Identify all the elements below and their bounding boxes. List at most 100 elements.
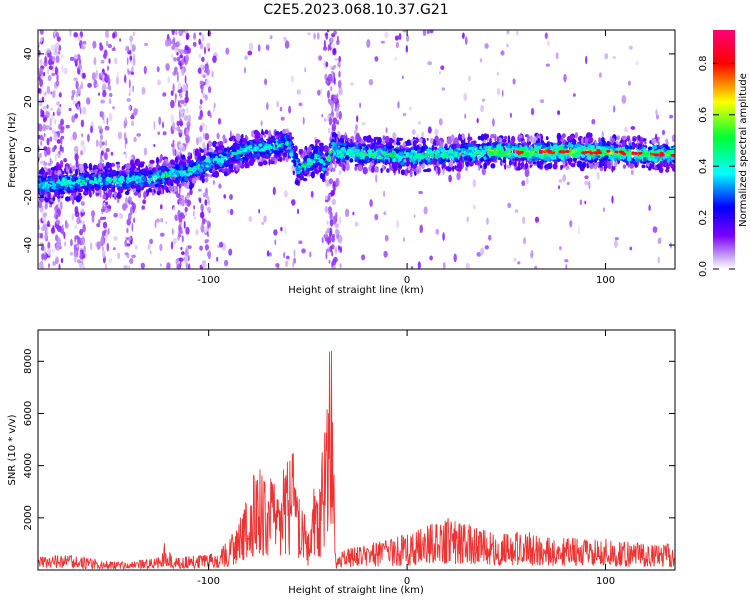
spectrogram-pixel: [60, 136, 63, 145]
spectrogram-pixel: [568, 135, 573, 140]
spectrogram-pixel: [55, 244, 60, 251]
spectrogram-pixel: [210, 174, 213, 178]
spectrogram-pixel: [594, 158, 599, 161]
spectrogram-pixel: [198, 136, 203, 143]
spectrogram-pixel: [573, 93, 576, 97]
spectrogram-pixel: [62, 146, 64, 153]
spectrogram-pixel: [472, 179, 476, 188]
spectrogram-pixel: [179, 99, 185, 105]
spectrogram-pixel: [126, 218, 131, 226]
spectrogram-pixel: [223, 194, 226, 199]
spectrogram-pixel: [328, 206, 332, 213]
spectrogram-pixel: [126, 227, 129, 234]
spectrogram-pixel: [468, 75, 471, 82]
spectrogram-pixel: [310, 190, 314, 198]
spectrogram-pixel: [193, 32, 197, 40]
spectrogram-pixel: [105, 232, 108, 241]
spectrogram-pixel: [111, 182, 115, 185]
spectrogram-pixel: [202, 132, 205, 139]
spectrogram-pixel: [201, 85, 204, 94]
spectrogram-pixel: [124, 143, 127, 149]
spectrogram-pixel: [73, 32, 78, 38]
spectrogram-pixel: [463, 93, 468, 101]
spectrogram-pixel: [274, 239, 277, 246]
spectrogram-pixel: [532, 161, 537, 165]
spectrogram-pixel: [340, 245, 342, 254]
spectrogram-pixel: [172, 42, 178, 47]
spectrogram-pixel: [112, 32, 116, 39]
spectrogram-pixel: [207, 86, 212, 94]
spectrogram-pixel: [621, 95, 627, 104]
spectrogram-pixel: [285, 155, 289, 163]
spectrogram-pixel: [402, 30, 407, 33]
spectrogram-pixel: [149, 238, 154, 245]
spectrogram-pixel: [409, 157, 414, 162]
spectrogram-pixel: [77, 187, 81, 193]
spectrogram-pixel: [178, 30, 183, 37]
spectrogram-pixel: [193, 216, 196, 220]
spectrogram-pixel: [472, 204, 476, 210]
spectrogram-pixel: [73, 197, 77, 201]
spectrogram-pixel: [141, 205, 145, 210]
spectrogram-pixel: [318, 55, 323, 61]
spectrogram-pixel: [95, 69, 99, 79]
spectrogram-pixel: [669, 114, 674, 119]
spectrogram-pixel: [655, 109, 658, 116]
spectrogram-pixel: [207, 250, 212, 260]
spectrogram-pixel: [39, 232, 44, 239]
spectrogram-pixel: [174, 127, 180, 131]
spectrogram-pixel: [613, 166, 616, 171]
spectrogram-pixel: [272, 186, 276, 196]
spectrogram-pixel: [164, 177, 169, 181]
spectrogram-pixel: [54, 66, 58, 75]
spectrogram-pixel: [127, 46, 130, 53]
spectrogram-pixel: [328, 99, 333, 105]
spectrogram-pixel: [417, 121, 422, 125]
spectrogram-pixel: [100, 71, 104, 79]
spectrogram-pixel: [184, 257, 188, 265]
spectrogram-pixel: [406, 140, 412, 146]
spectrogram-pixel: [536, 160, 541, 168]
spectrogram-pixel: [79, 84, 84, 90]
spectrogram-pixel: [160, 204, 163, 210]
spectrogram-pixel: [665, 138, 669, 144]
spectrogram-pixel: [174, 96, 177, 104]
spectrogram-pixel: [213, 170, 220, 178]
spectrogram-pixel: [596, 171, 600, 180]
spectrogram-pixel: [178, 183, 182, 189]
spectrogram-pixel: [107, 80, 110, 89]
spectrogram-pixel: [314, 169, 320, 174]
spectrogram-pixel: [113, 236, 118, 241]
spectrogram-pixel: [427, 61, 433, 66]
spectrogram-pixel: [325, 179, 330, 187]
spectrogram-pixel: [113, 212, 118, 218]
spectrogram-pixel: [65, 166, 69, 173]
spectrogram-pixel: [440, 65, 445, 70]
spectrogram-pixel: [327, 44, 330, 52]
spectrogram-pixel: [151, 191, 155, 196]
spectrogram-pixel: [124, 252, 129, 256]
spectrogram-pixel: [128, 236, 132, 241]
spectrogram-pixel: [492, 118, 495, 127]
spectrogram-pixel: [57, 195, 61, 199]
spectrogram-pixel: [244, 55, 248, 61]
spectrogram-pixel: [320, 88, 322, 95]
spectrogram-pixel: [173, 180, 179, 184]
spectrogram-pixel: [553, 145, 558, 150]
spectrogram-pixel: [70, 239, 73, 247]
spectrogram-pixel: [181, 198, 185, 207]
spectrogram-pixel: [409, 106, 412, 111]
spectrogram-pixel: [185, 32, 190, 40]
spectrogram-pixel: [282, 156, 286, 161]
spectrogram-pixel: [591, 118, 596, 125]
spectrogram-pixel: [661, 129, 666, 136]
spectrogram-pixel: [254, 131, 261, 139]
spectrogram-pixel: [103, 202, 106, 207]
spectrogram-pixel: [43, 133, 46, 137]
spectrogram-pixel: [359, 102, 361, 109]
spectrogram-pixel: [229, 208, 234, 216]
spectrogram-pixel: [606, 161, 612, 169]
spectrogram-pixel: [107, 43, 112, 49]
spectrogram-pixel: [55, 55, 60, 64]
spectrogram-pixel: [51, 160, 54, 164]
